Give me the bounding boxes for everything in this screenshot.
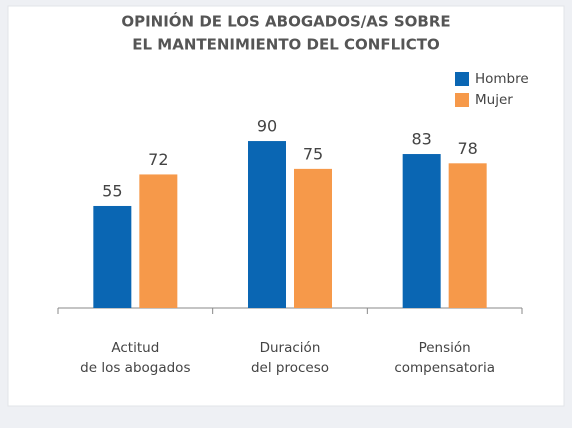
x-tick-label: Duración bbox=[260, 340, 321, 356]
x-tick-label: de los abogados bbox=[80, 360, 190, 376]
legend-label: Mujer bbox=[475, 92, 513, 108]
value-label: 90 bbox=[257, 117, 277, 136]
legend-swatch bbox=[455, 72, 469, 86]
legend-label: Hombre bbox=[475, 71, 529, 87]
x-tick-label: compensatoria bbox=[394, 360, 495, 376]
chart-title: OPINIÓN DE LOS ABOGADOS/AS SOBRE bbox=[121, 12, 450, 31]
x-tick-label: del proceso bbox=[251, 360, 329, 376]
bar bbox=[294, 168, 332, 308]
value-label: 75 bbox=[303, 144, 323, 163]
x-tick-label: Actitud bbox=[111, 340, 159, 356]
value-label: 83 bbox=[411, 130, 431, 149]
bar bbox=[93, 205, 132, 308]
value-label: 55 bbox=[102, 181, 122, 200]
value-label: 72 bbox=[148, 150, 168, 169]
chart-title: EL MANTENIMIENTO DEL CONFLICTO bbox=[132, 36, 439, 54]
bar bbox=[448, 163, 487, 308]
x-tick-label: Pensión bbox=[419, 340, 471, 356]
bar bbox=[139, 174, 178, 308]
legend-swatch bbox=[455, 93, 469, 107]
value-label: 78 bbox=[457, 139, 477, 158]
bar bbox=[248, 141, 286, 308]
bar bbox=[402, 154, 441, 308]
